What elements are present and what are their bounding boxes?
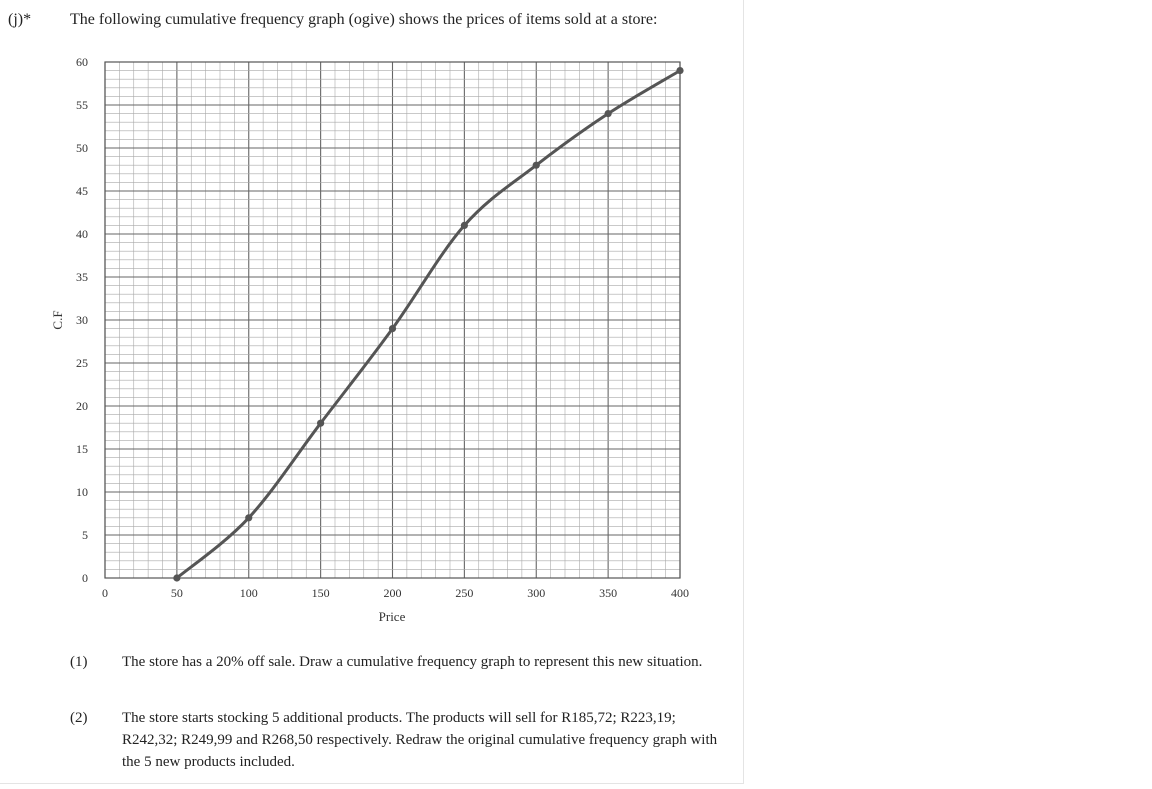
sub-question-2-text: The store starts stocking 5 additional p… <box>122 710 718 770</box>
x-tick-label: 250 <box>455 586 473 600</box>
y-tick-label: 5 <box>82 528 88 542</box>
data-point <box>532 161 540 169</box>
data-point <box>676 67 684 75</box>
ogive-line <box>175 69 682 580</box>
y-tick-label: 15 <box>76 442 88 456</box>
ogive-series <box>173 67 684 582</box>
y-tick-label: 10 <box>76 485 88 499</box>
data-point <box>604 110 612 118</box>
plot-border <box>104 61 681 579</box>
y-tick-label: 50 <box>76 141 88 155</box>
sub-question-1-text: The store has a 20% off sale. Draw a cum… <box>122 654 703 670</box>
x-tick-label: 0 <box>102 586 108 600</box>
y-tick-label: 45 <box>76 184 88 198</box>
sub-question-2-number: (2) <box>70 710 88 726</box>
y-tick-label: 0 <box>82 571 88 585</box>
ogive-chart: 0 50 100 150 200 250 300 350 400 0 5 10 15 20 25 30 35 4… <box>50 55 689 624</box>
x-tick-label: 100 <box>240 586 258 600</box>
x-tick-label: 300 <box>527 586 545 600</box>
question-intro: The following cumulative frequency graph… <box>70 11 658 28</box>
data-point <box>388 325 397 333</box>
y-tick-labels: 0 5 10 15 20 25 30 35 40 45 50 55 60 <box>76 55 88 585</box>
y-tick-label: 40 <box>76 227 88 241</box>
y-tick-label: 60 <box>76 55 88 69</box>
x-axis-title: Price <box>379 609 406 624</box>
y-tick-label: 20 <box>76 399 88 413</box>
data-point <box>317 419 325 427</box>
y-tick-label: 55 <box>76 98 88 112</box>
x-tick-label: 150 <box>312 586 330 600</box>
data-point <box>173 574 181 582</box>
x-tick-label: 400 <box>671 586 689 600</box>
x-tick-label: 50 <box>171 586 183 600</box>
sub-question-1-number: (1) <box>70 654 88 670</box>
y-axis-title: C.F <box>50 310 65 329</box>
data-point <box>460 221 468 229</box>
chart-grid <box>104 61 681 579</box>
data-point <box>245 514 253 522</box>
y-tick-label: 30 <box>76 313 88 327</box>
x-tick-label: 350 <box>599 586 617 600</box>
question-number: (j)* <box>8 11 32 28</box>
page-frame <box>0 0 744 784</box>
y-tick-label: 35 <box>76 270 88 284</box>
x-tick-label: 200 <box>384 586 402 600</box>
y-tick-label: 25 <box>76 356 88 370</box>
x-tick-labels: 0 50 100 150 200 250 300 350 400 <box>102 586 689 600</box>
